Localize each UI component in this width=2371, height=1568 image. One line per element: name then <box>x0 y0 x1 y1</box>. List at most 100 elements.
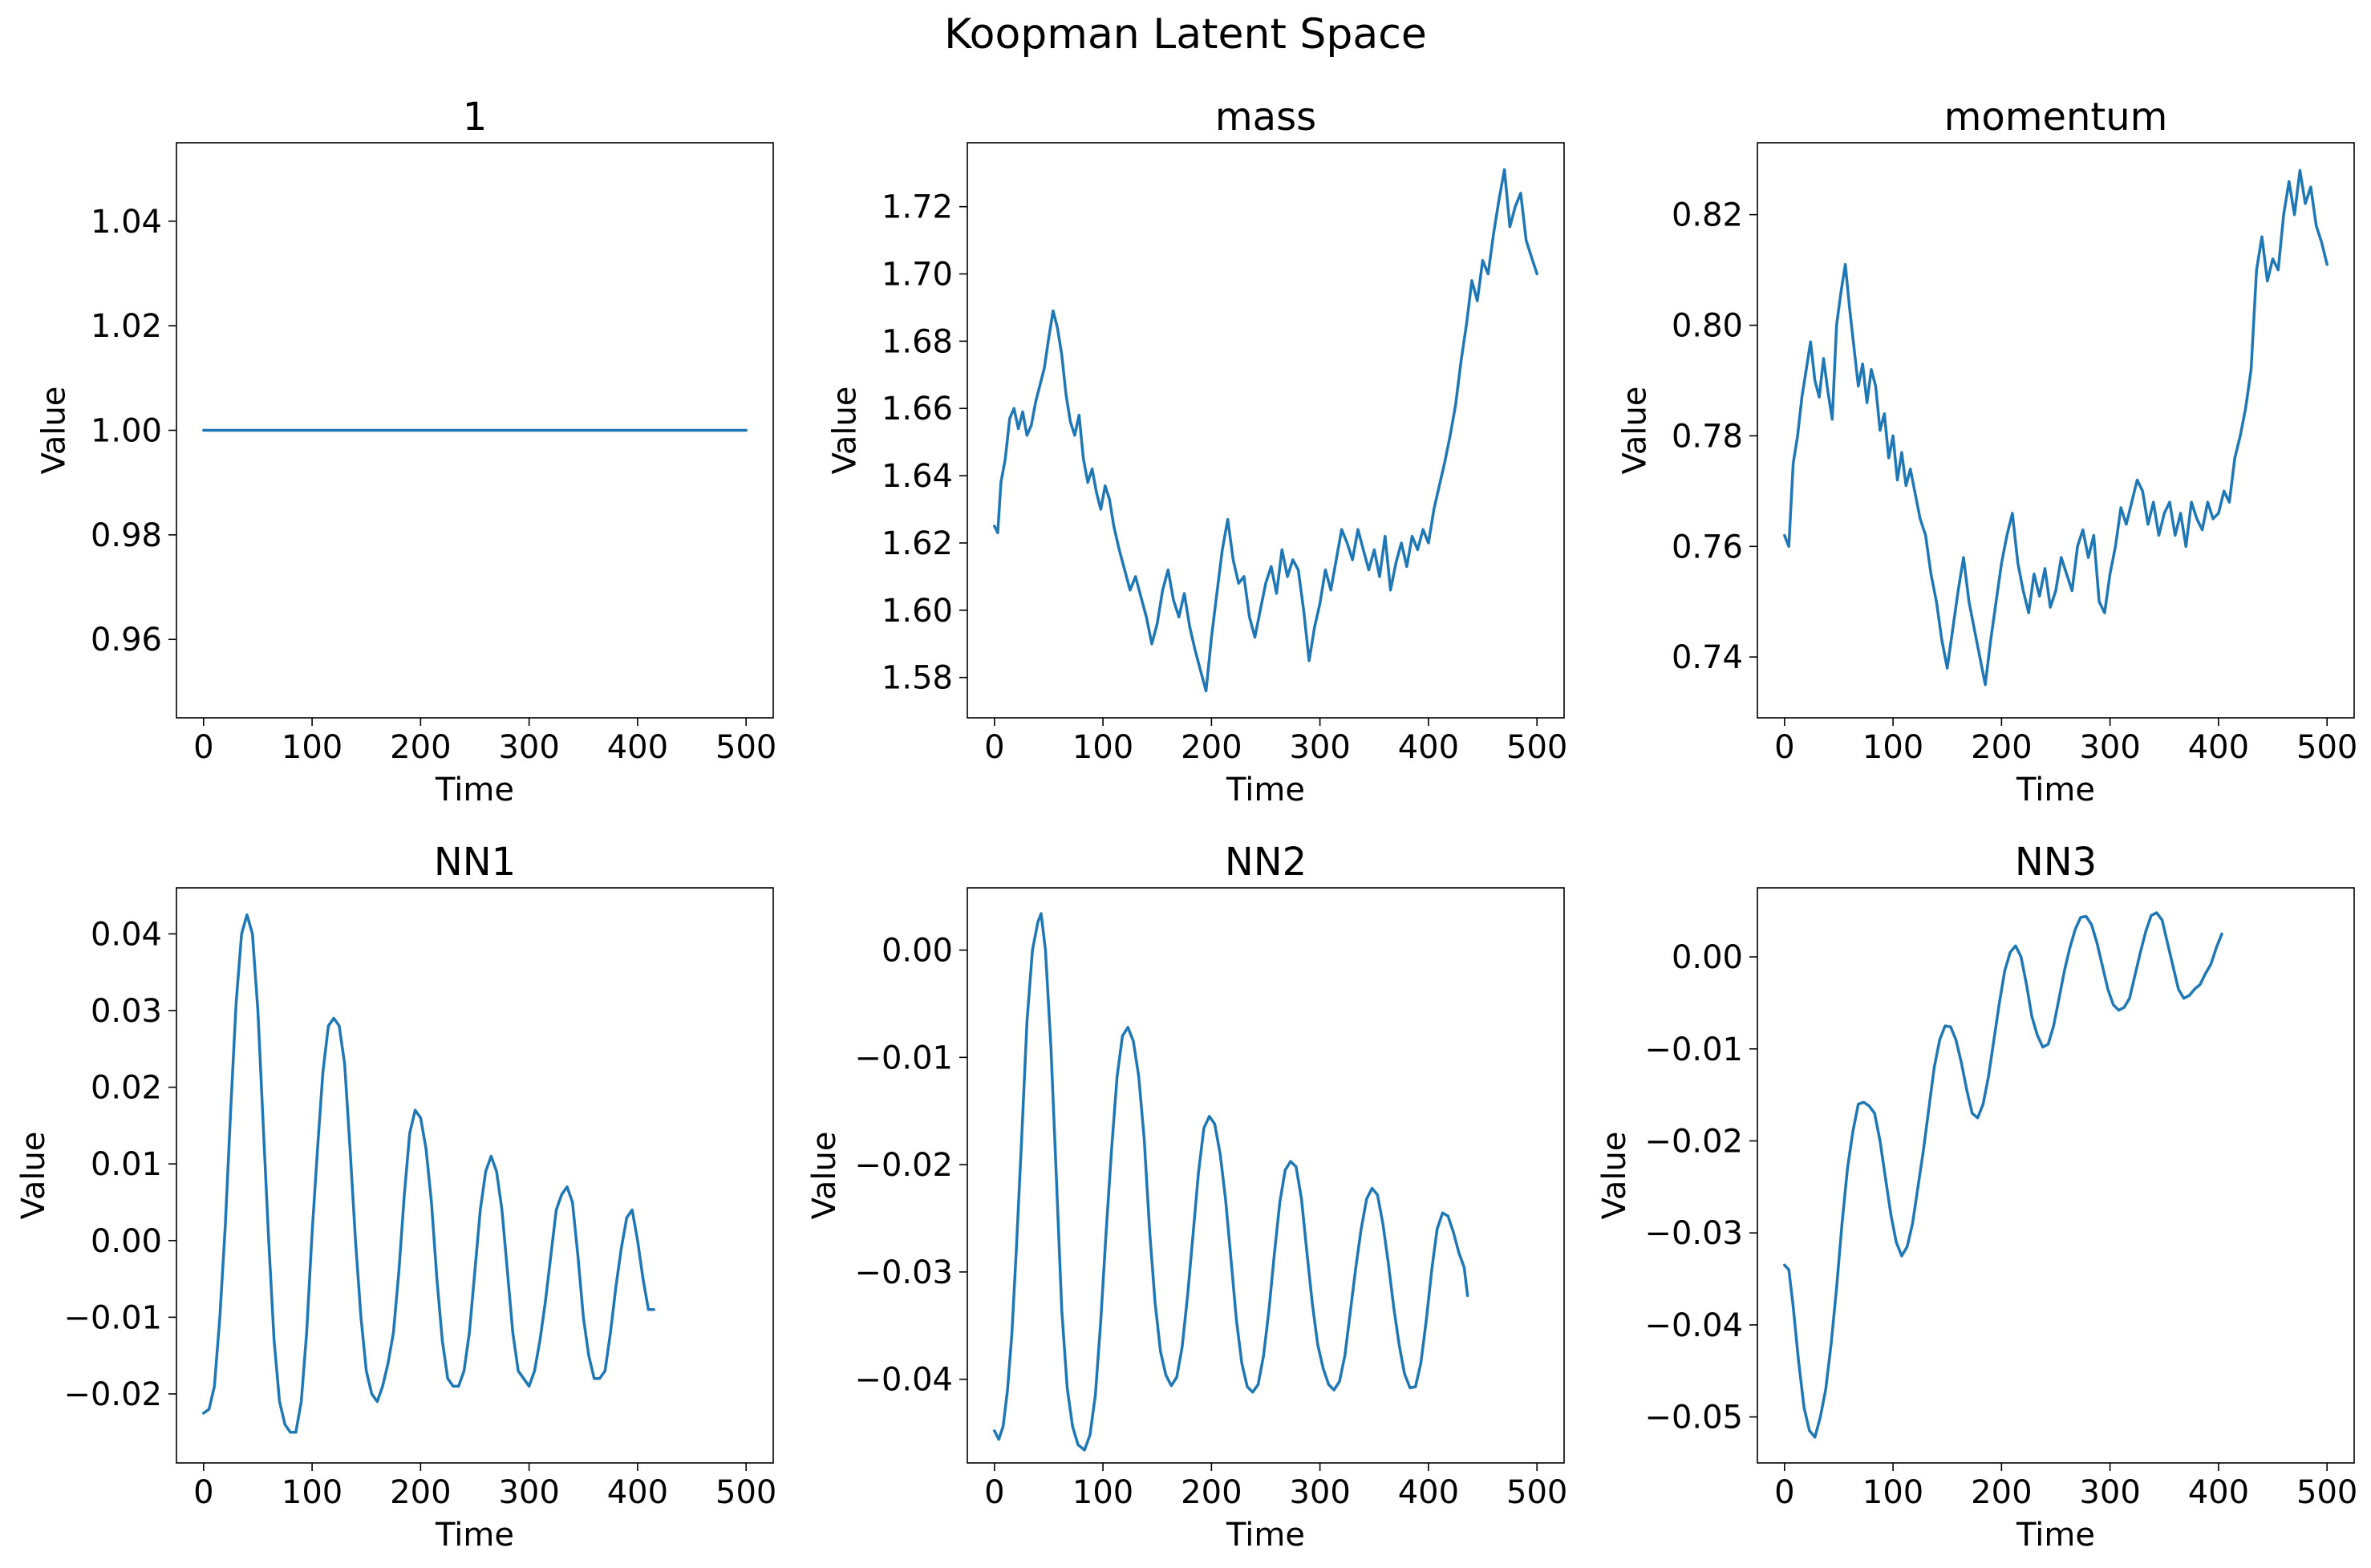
x-tick-label: 400 <box>1398 1474 1459 1511</box>
x-axis-label: Time <box>435 772 514 808</box>
y-tick-label: −0.02 <box>1644 1123 1743 1160</box>
series-line <box>993 168 1538 693</box>
y-tick-label: 1.66 <box>882 391 953 427</box>
x-tick-label: 100 <box>282 1474 342 1511</box>
subplot-1: 0 100 200 300 400 500 0.96 0.98 1.00 1.02 1.04 1 Tim… <box>35 95 776 808</box>
x-tick-label: 300 <box>498 729 559 766</box>
y-axis-label: Value <box>826 387 863 475</box>
y-tick-label: 0.01 <box>91 1146 162 1183</box>
y-tick-label: 1.64 <box>882 458 953 495</box>
x-tick-label: 200 <box>390 1474 451 1511</box>
x-tick-label: 100 <box>1072 729 1133 766</box>
x-axis-label: Time <box>1226 1517 1305 1554</box>
y-tick-label: 1.72 <box>882 189 953 226</box>
axes-frame <box>1757 887 2355 1464</box>
y-tick-label: 0.98 <box>91 517 162 554</box>
x-tick-label: 300 <box>498 1474 559 1511</box>
series-line <box>1783 911 2223 1439</box>
y-tick-label: −0.01 <box>854 1039 953 1076</box>
x-tick-label: 500 <box>715 729 776 766</box>
axes-frame <box>176 887 774 1464</box>
x-tick-label: 200 <box>390 729 451 766</box>
y-axis-label: Value <box>1596 1132 1633 1220</box>
subplot-title: momentum <box>1944 95 2168 140</box>
figure-title: Koopman Latent Space <box>944 10 1427 59</box>
x-tick-label: 200 <box>1971 1474 2032 1511</box>
series-line <box>1783 168 2328 687</box>
series-line <box>202 913 655 1434</box>
x-tick-label: 0 <box>1774 1474 1794 1511</box>
y-axis-label: Value <box>806 1132 843 1220</box>
y-tick-label: −0.01 <box>1644 1031 1743 1068</box>
y-tick-label: −0.02 <box>854 1147 953 1184</box>
x-tick-label: 400 <box>607 1474 668 1511</box>
x-tick-label: 500 <box>2296 729 2357 766</box>
x-tick-label: 400 <box>607 729 668 766</box>
x-tick-label: 500 <box>1506 1474 1567 1511</box>
y-tick-label: 0.74 <box>1672 639 1743 676</box>
x-tick-label: 0 <box>984 1474 1004 1511</box>
y-tick-label: −0.05 <box>1644 1400 1743 1436</box>
y-tick-label: 0.02 <box>91 1070 162 1107</box>
y-tick-label: −0.03 <box>1644 1215 1743 1252</box>
axes-frame <box>967 887 1565 1464</box>
y-tick-label: 0.00 <box>1672 939 1743 976</box>
subplot-title: NN1 <box>434 840 516 885</box>
y-tick-label: 1.04 <box>91 204 162 241</box>
y-tick-label: 1.60 <box>882 593 953 630</box>
subplot-title: NN2 <box>1225 840 1307 885</box>
y-tick-label: 1.02 <box>91 308 162 345</box>
y-tick-label: 0.78 <box>1672 418 1743 455</box>
x-tick-label: 500 <box>715 1474 776 1511</box>
axes-frame <box>967 142 1565 719</box>
y-tick-label: 0.04 <box>91 916 162 953</box>
y-axis-label: Value <box>15 1132 52 1220</box>
x-axis-label: Time <box>2016 772 2095 808</box>
x-tick-label: 200 <box>1181 1474 1242 1511</box>
x-tick-label: 200 <box>1971 729 2032 766</box>
subplot-3: 0 100 200 300 400 500 0.74 0.76 0.78 0.80 0.82 mome… <box>1616 95 2357 808</box>
y-axis-label: Value <box>35 387 72 475</box>
y-tick-label: 0.82 <box>1672 197 1743 234</box>
x-tick-label: 300 <box>1289 729 1350 766</box>
y-tick-label: 0.03 <box>91 993 162 1030</box>
y-tick-label: 1.68 <box>882 323 953 360</box>
y-tick-label: 1.62 <box>882 525 953 562</box>
y-tick-label: −0.01 <box>63 1299 162 1336</box>
x-axis-label: Time <box>435 1517 514 1554</box>
y-tick-label: 0.00 <box>882 933 953 970</box>
x-tick-label: 400 <box>2188 729 2249 766</box>
series-line <box>993 912 1469 1452</box>
y-tick-label: 1.70 <box>882 257 953 294</box>
y-tick-label: 1.58 <box>882 660 953 697</box>
x-tick-label: 100 <box>1072 1474 1133 1511</box>
subplot-grid: 0 100 200 300 400 500 0.96 0.98 1.00 1.02 1.04 1 Tim… <box>15 95 2357 1554</box>
x-tick-label: 0 <box>193 1474 213 1511</box>
x-tick-label: 0 <box>984 729 1004 766</box>
x-tick-label: 300 <box>2079 729 2140 766</box>
subplot-4: 0 100 200 300 400 500 −0.02 −0.01 0.00 0.01 0.02 0.… <box>15 840 776 1554</box>
y-tick-label: 0.96 <box>91 622 162 658</box>
y-tick-label: −0.04 <box>1644 1307 1743 1344</box>
subplot-title: mass <box>1215 95 1316 140</box>
y-tick-label: 1.00 <box>91 413 162 450</box>
x-tick-label: 100 <box>1862 1474 1923 1511</box>
x-tick-label: 100 <box>1862 729 1923 766</box>
x-axis-label: Time <box>2016 1517 2095 1554</box>
x-tick-label: 100 <box>282 729 342 766</box>
subplot-title: NN3 <box>2015 840 2097 885</box>
x-tick-label: 400 <box>1398 729 1459 766</box>
x-tick-label: 500 <box>1506 729 1567 766</box>
x-tick-label: 200 <box>1181 729 1242 766</box>
y-tick-label: −0.04 <box>854 1362 953 1399</box>
y-tick-label: 0.80 <box>1672 308 1743 345</box>
x-tick-label: 0 <box>193 729 213 766</box>
axes-frame <box>1757 142 2355 719</box>
y-tick-label: 0.76 <box>1672 529 1743 565</box>
subplot-5: 0 100 200 300 400 500 −0.04 −0.03 −0.02 −0.01 0.00… <box>806 840 1567 1554</box>
x-tick-label: 400 <box>2188 1474 2249 1511</box>
y-tick-label: −0.02 <box>63 1376 162 1413</box>
x-axis-label: Time <box>1226 772 1305 808</box>
subplot-title: 1 <box>463 95 488 140</box>
